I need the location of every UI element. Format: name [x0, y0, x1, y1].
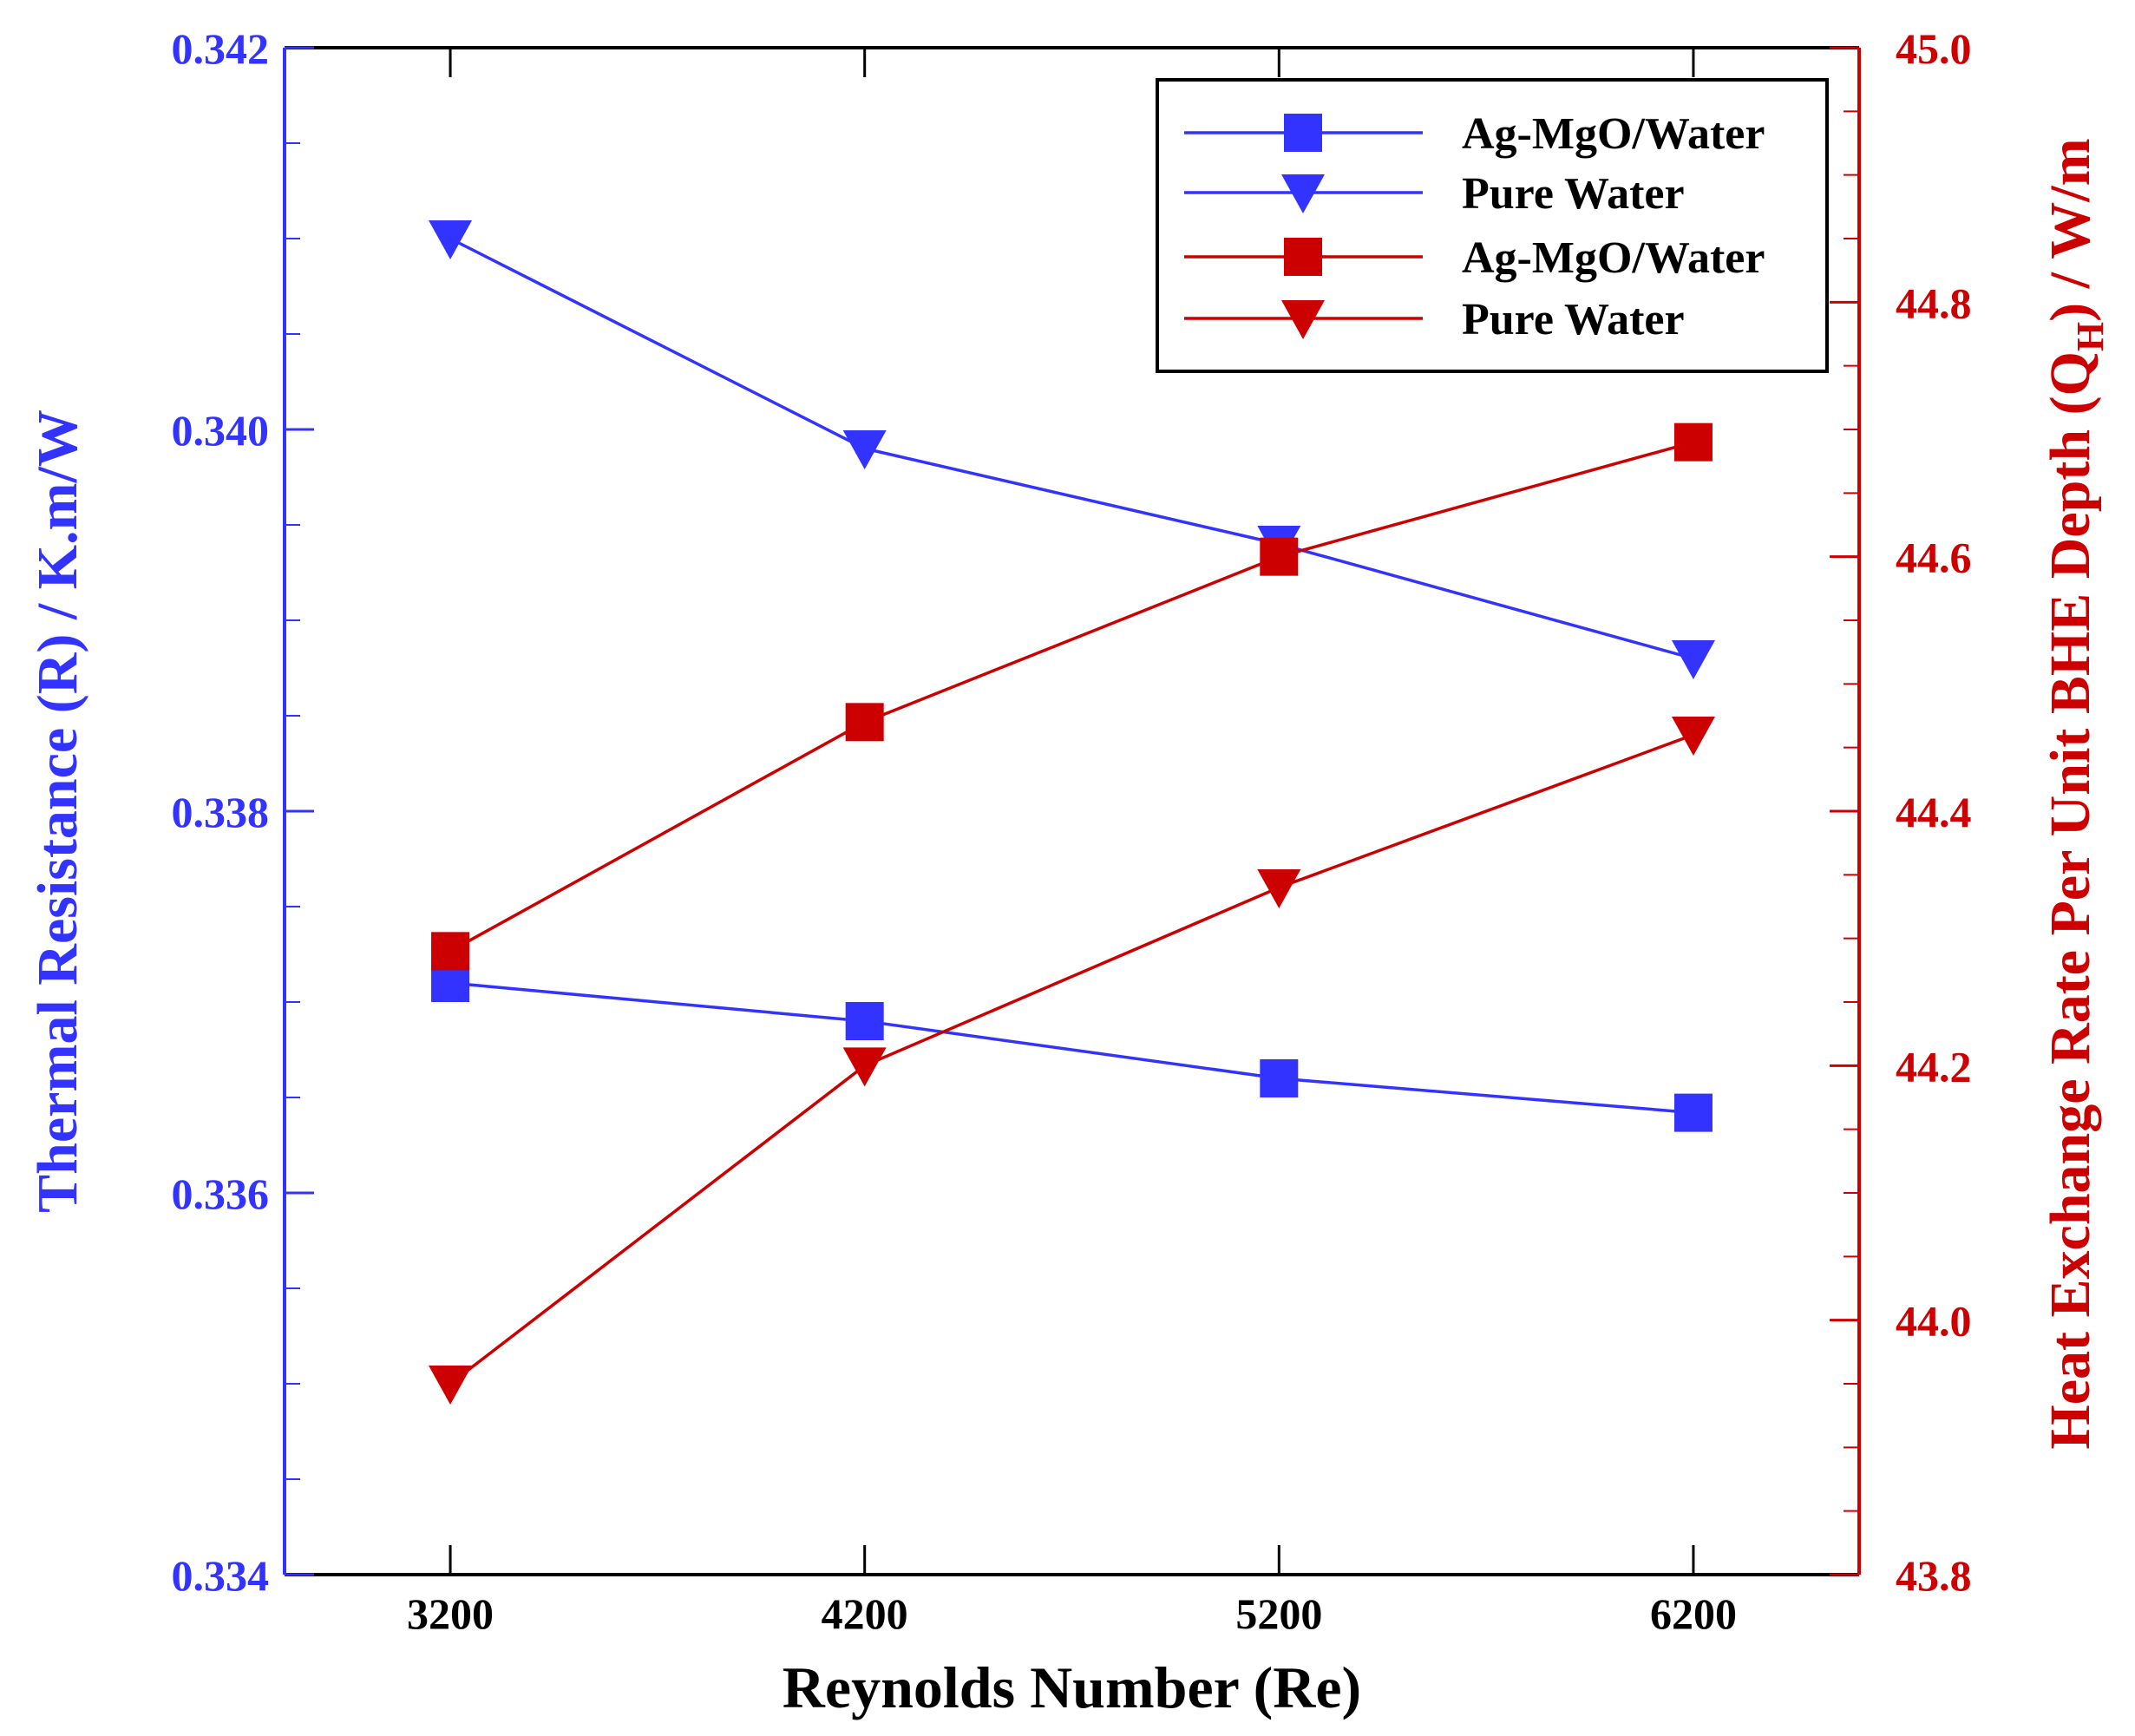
legend-marker: [1281, 174, 1325, 213]
legend-label: Ag-MgO/Water: [1462, 233, 1765, 283]
left-tick-label: 0.340: [172, 406, 270, 455]
x-tick-label: 6200: [1650, 1589, 1737, 1638]
legend-label: Pure Water: [1462, 295, 1685, 344]
axes: 3200 4200 5200 6200 Reynolds Number (Re) 0.33…: [26, 24, 2112, 1720]
data-point: [429, 220, 473, 259]
legend-label: Ag-MgO/Water: [1462, 109, 1765, 159]
legend-entry: Ag-MgO/Water: [1184, 109, 1765, 159]
legend-entry: Pure Water: [1184, 169, 1685, 219]
right-tick-label: 43.8: [1896, 1551, 1972, 1600]
data-point: [1673, 423, 1713, 462]
left-axis-title: Thermal Resistance (R) / K.m/W: [26, 409, 89, 1213]
data-point: [431, 932, 470, 971]
series-2-right-square: [431, 423, 1713, 971]
legend-marker: [1284, 114, 1322, 152]
series-3-right-triangle-down: [429, 717, 1715, 1405]
x-tick-label: 4200: [822, 1589, 908, 1638]
legend-entry: Ag-MgO/Water: [1184, 233, 1765, 283]
right-tick-label: 44.0: [1896, 1297, 1972, 1346]
legend: Ag-MgO/Water Pure Water Ag-MgO/Water Pure W…: [1156, 78, 1829, 373]
left-tick-label: 0.342: [172, 24, 270, 73]
data-point: [845, 703, 884, 742]
legend-box: [1156, 78, 1829, 373]
data-point: [842, 430, 887, 469]
left-tick-label: 0.336: [172, 1169, 270, 1218]
series-line: [449, 237, 1694, 660]
data-point: [1671, 640, 1715, 679]
plot-area: [429, 220, 1715, 1405]
right-tick-label: 45.0: [1896, 24, 1972, 73]
right-axis-title-end: ) / W/m: [2039, 138, 2102, 321]
x-tick-label: 3200: [407, 1589, 494, 1638]
right-tick-label: 44.2: [1896, 1042, 1972, 1091]
series-1-left-triangle-down: [429, 220, 1715, 679]
right-axis-title: Heat Exchange Rate Per Unit BHE Depth (Q…: [2039, 138, 2112, 1449]
left-tick-label: 0.334: [172, 1551, 270, 1600]
data-point: [1260, 537, 1299, 576]
right-tick-label: 44.4: [1896, 788, 1972, 836]
series-line: [449, 981, 1694, 1115]
data-point: [845, 1002, 884, 1040]
left-tick-label: 0.338: [172, 788, 270, 836]
data-point: [842, 1047, 887, 1087]
right-axis-title-subscript: H: [2069, 322, 2112, 351]
series-line: [449, 440, 1694, 953]
series-line: [449, 733, 1694, 1386]
data-point: [429, 1366, 473, 1405]
data-point: [1673, 1093, 1713, 1132]
data-point: [1260, 1059, 1299, 1097]
data-point: [1671, 717, 1715, 756]
right-tick-label: 44.6: [1896, 534, 1972, 582]
legend-marker: [1281, 300, 1325, 339]
x-tick-label: 5200: [1235, 1589, 1322, 1638]
data-point: [1257, 869, 1301, 908]
right-axis-title-main: Heat Exchange Rate Per Unit BHE Depth (Q: [2039, 351, 2102, 1450]
right-tick-label: 44.8: [1896, 278, 1972, 327]
legend-entry: Pure Water: [1184, 295, 1685, 344]
legend-marker: [1284, 238, 1322, 276]
x-axis-title: Reynolds Number (Re): [783, 1654, 1361, 1720]
legend-label: Pure Water: [1462, 169, 1685, 219]
